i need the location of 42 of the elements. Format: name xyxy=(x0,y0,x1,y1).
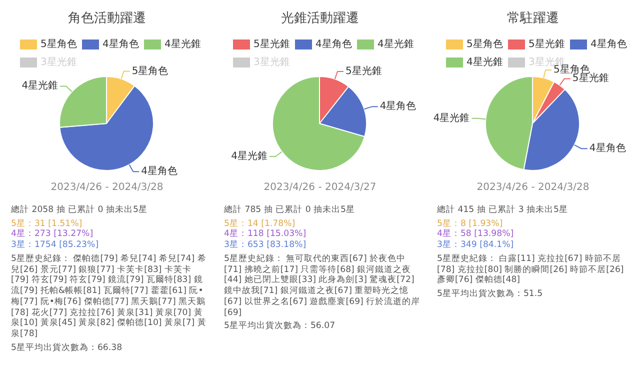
category-label: 4星角色 xyxy=(316,39,352,50)
text: 5星歷史紀錄： 白露[11] 克拉拉[67] 時節不居[78] 克拉拉[80] 制勝的瞬間[26] 時節不居[26] 彥卿[76] 傑帕德[48] xyxy=(437,254,625,286)
slice-label: 4星光錐 xyxy=(231,150,268,162)
legend-label: 4星光錐 xyxy=(466,56,503,68)
text: 5星：8 [1.93%] xyxy=(437,218,504,229)
text: 4星：273 [13.27%] xyxy=(11,229,94,240)
text: 5星平均出貨次數為：56.07 xyxy=(224,321,336,332)
text: 3星：1754 [85.23%] xyxy=(11,240,100,251)
text: 5星平均出貨次數為：51.5 xyxy=(437,289,544,300)
legend-label: 4星光錐 xyxy=(378,38,414,50)
slice-label: 4星光錐 xyxy=(22,80,58,92)
chart-title: 常駐躍遷 xyxy=(507,11,559,26)
text: 3星：349 [84.1%] xyxy=(437,240,515,251)
text: 5星平均出貨次數為：66.38 xyxy=(11,342,124,354)
text: 4星：58 [13.98%] xyxy=(437,229,515,240)
text: 5星：31 [1.51%] xyxy=(11,218,84,229)
text: 5星：14 [1.78%] xyxy=(224,218,296,229)
slice-label: 5星角色 xyxy=(132,64,168,77)
legend-label: 4星角色 xyxy=(102,38,139,50)
text: 總計 2058 抽 已累計 0 抽未出5星 xyxy=(11,205,148,216)
slice-label: 4星角色 xyxy=(589,142,626,154)
slice-label: 5星光錐 xyxy=(345,65,382,78)
legend-label: 4星光錐 xyxy=(164,38,201,50)
chart-title: 角色活動躍遷 xyxy=(68,11,146,26)
category-label: 5星光錐 xyxy=(528,39,565,50)
text: 5星歷史紀錄： 傑帕德[79] 希兒[74] 希兒[74] 希兒[26] 景元[77] 銀狼[77] 卡芙卡[83] 卡芙卡[79] 符玄[79] 符玄[79] 鏡流[79] 瓦爾特[83] 鏡流[79] 托帕&帳帳[81] 瓦爾特[77] 藿藿[61] 阮•梅[77] 阮•梅[76] 傑帕德[77] 黑天鵝[77] 黑天鵝[78] 花火[77] 克拉拉[76] 黃泉[31] 黃泉[70] 黃泉[10] 黃泉[45] 黃泉[82] 傑帕德[10] 黃泉[7] 黃泉[78] xyxy=(11,254,208,340)
text: 5星歷史紀錄： 無可取代的東西[67] 於夜色中[71] 拂曉之前[17] 只需等待[68] 銀河鐵道之夜[44] 她已閉上雙眼[33] 此身為劍[3] 驚魂夜[72] 鏡中故我[71] 銀河鐵道之夜[67] 重塑時光之憶[67] 以世界之名[67] 遊戲塵寰[69] 行於流逝的岸[69] xyxy=(224,254,421,318)
legend-label: 5星角色 xyxy=(466,38,503,50)
text: 2023/4/26 - 2024/3/28 xyxy=(50,182,164,193)
text: 2023/4/26 - 2024/3/28 xyxy=(476,182,590,193)
slice-label: 4星角色 xyxy=(380,100,416,112)
legend-label: 5星角色 xyxy=(40,38,77,50)
legend-label: 4星角色 xyxy=(590,38,627,50)
legend-label: 5星光錐 xyxy=(254,38,290,50)
slice-label: 4星角色 xyxy=(141,165,178,178)
text: 2023/4/26 - 2024/3/27 xyxy=(264,182,376,193)
slice-label: 4星光錐 xyxy=(433,112,470,124)
text: 3星：653 [83.18%] xyxy=(224,240,308,251)
chart-title: 光錐活動躍遷 xyxy=(281,11,359,26)
text: 總計 785 抽 已累計 0 抽未出5星 xyxy=(224,205,356,216)
text: 4星：118 [15.03%] xyxy=(224,229,308,240)
text: 總計 415 抽 已累計 3 抽未出5星 xyxy=(437,205,569,216)
